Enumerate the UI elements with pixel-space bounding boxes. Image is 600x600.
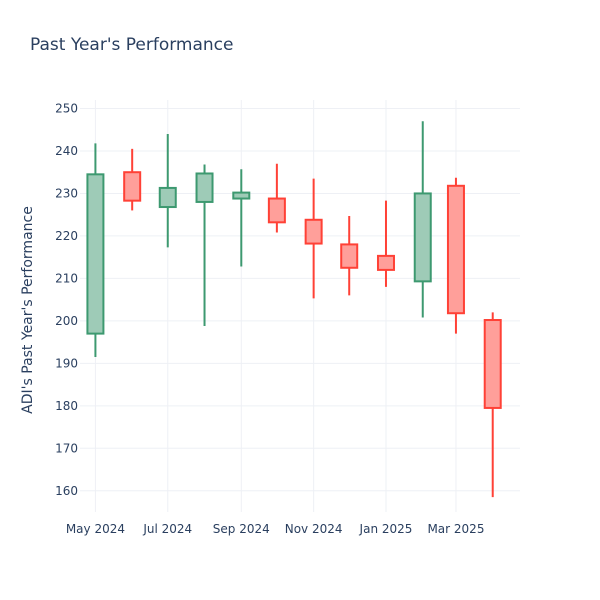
candle-body (304, 218, 323, 245)
x-tick-label: Mar 2025 (427, 522, 484, 536)
candle-increasing[interactable] (413, 121, 432, 318)
y-tick-label: 210 (55, 271, 78, 285)
candle-decreasing[interactable] (304, 178, 323, 299)
y-tick-label: 200 (55, 314, 78, 328)
candle-increasing[interactable] (158, 133, 177, 248)
candle-body (267, 197, 286, 224)
x-tick-label: Jul 2024 (142, 522, 192, 536)
y-axis-ticks: 160 170 180 190 200 210 220 230 240 250 (55, 101, 78, 497)
chart-title: Past Year's Performance (30, 35, 234, 55)
y-tick-label: 190 (55, 356, 78, 370)
y-tick-label: 220 (55, 229, 78, 243)
candle-body (195, 172, 214, 203)
candle-decreasing[interactable] (376, 200, 395, 287)
y-tick-label: 230 (55, 186, 78, 200)
candle-decreasing[interactable] (483, 312, 502, 498)
candles[interactable] (86, 121, 502, 498)
candle-body (483, 319, 502, 409)
candle-increasing[interactable] (86, 143, 105, 357)
candle-body (446, 184, 465, 315)
y-tick-label: 160 (55, 484, 78, 498)
y-tick-label: 240 (55, 144, 78, 158)
y-tick-label: 250 (55, 101, 78, 115)
x-axis-ticks: May 2024 Jul 2024 Sep 2024 Nov 2024 Jan 2025… (66, 522, 485, 536)
candle-increasing[interactable] (232, 169, 251, 267)
x-tick-label: May 2024 (66, 522, 125, 536)
candle-decreasing[interactable] (123, 148, 142, 211)
candle-increasing[interactable] (195, 164, 214, 326)
candle-body (86, 173, 105, 335)
candle-body (340, 243, 359, 269)
y-tick-label: 180 (55, 399, 78, 413)
y-axis-label: ADI's Past Year's Performance (20, 206, 36, 414)
candle-body (123, 171, 142, 202)
candle-body (413, 192, 432, 283)
candle-body (158, 186, 177, 209)
x-tick-label: Nov 2024 (285, 522, 343, 536)
candle-decreasing[interactable] (267, 163, 286, 233)
candle-body (232, 191, 251, 200)
x-tick-label: Sep 2024 (213, 522, 270, 536)
candle-decreasing[interactable] (446, 177, 465, 334)
x-tick-label: Jan 2025 (359, 522, 413, 536)
candle-body (376, 254, 395, 271)
candle-decreasing[interactable] (340, 215, 359, 296)
y-tick-label: 170 (55, 441, 78, 455)
